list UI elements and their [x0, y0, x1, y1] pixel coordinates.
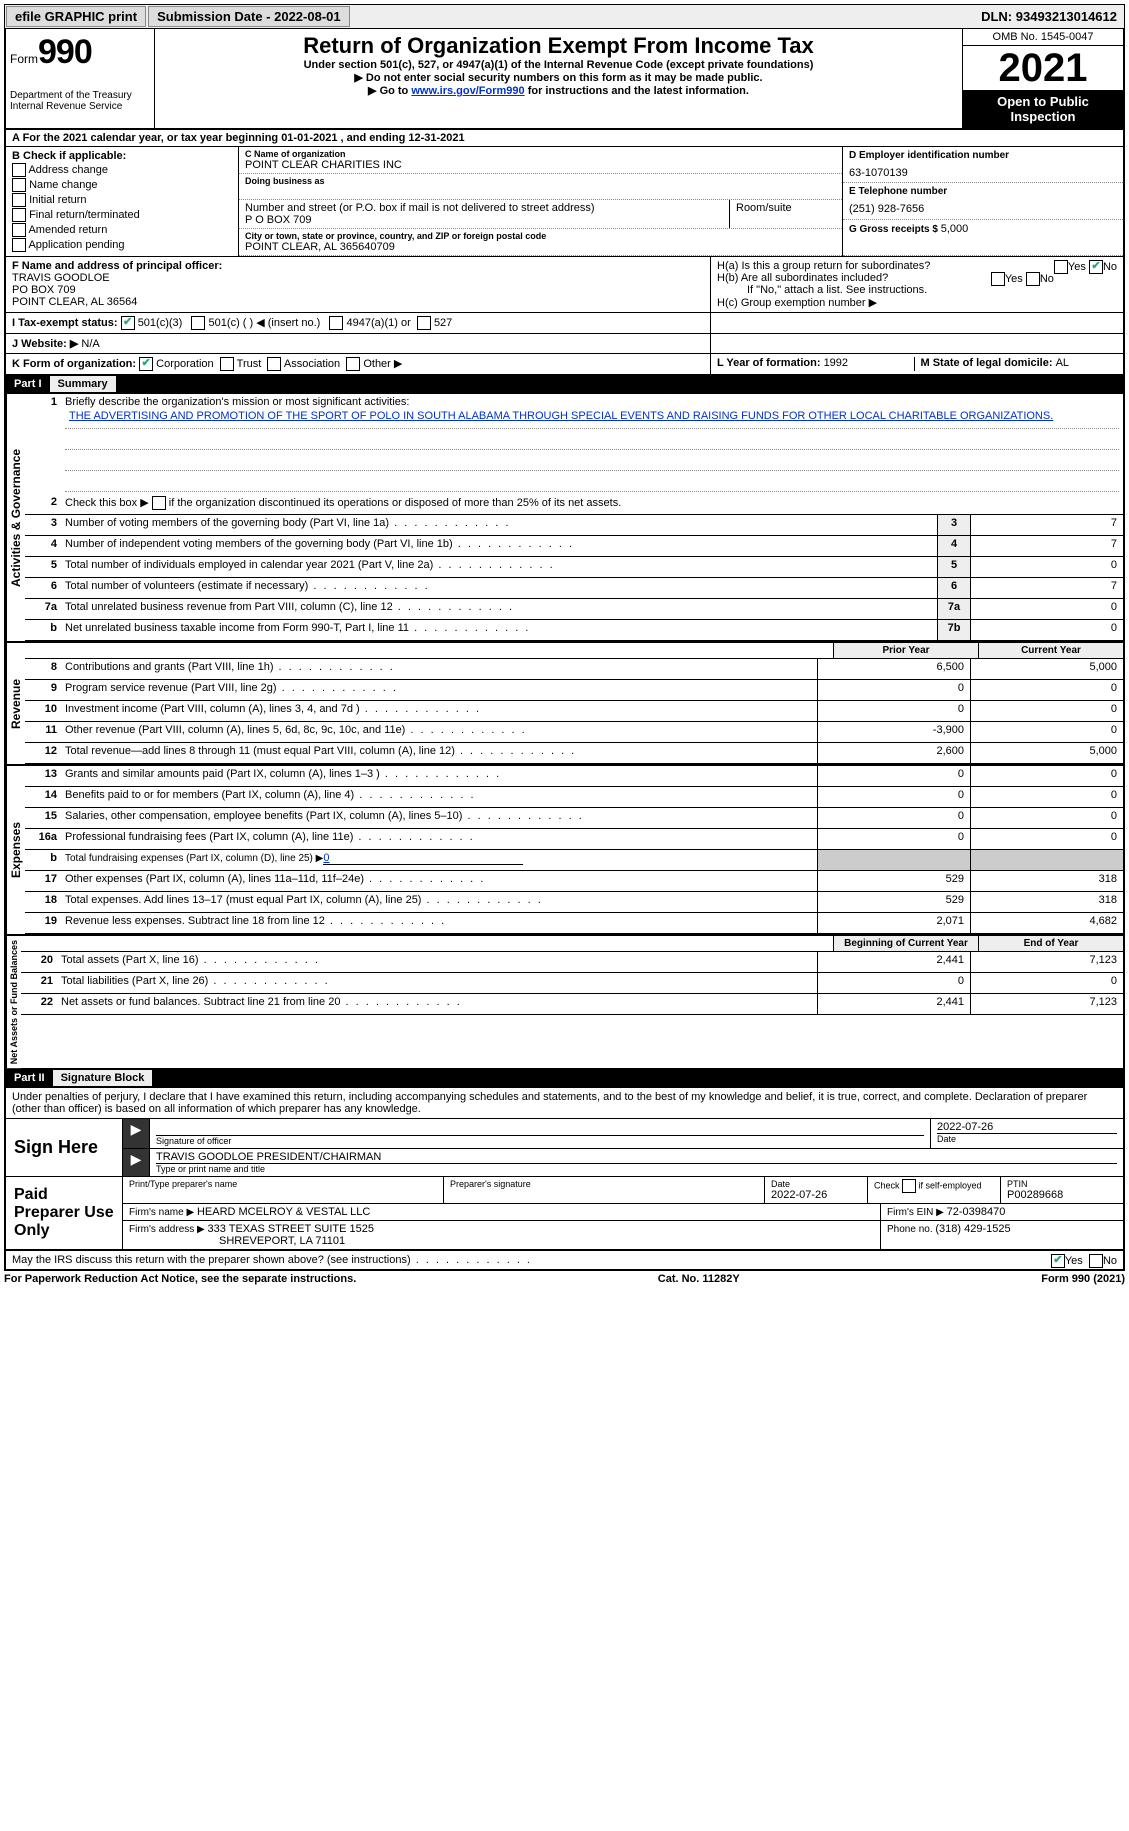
col-c: C Name of organization POINT CLEAR CHARI…	[239, 147, 842, 256]
firm-city: SHREVEPORT, LA 71101	[129, 1235, 345, 1247]
subtitle-1: Under section 501(c), 527, or 4947(a)(1)…	[159, 59, 958, 71]
ein: 63-1070139	[849, 161, 1117, 179]
line-21: 21Total liabilities (Part X, line 26)00	[21, 973, 1123, 994]
chk-final-return[interactable]: Final return/terminated	[12, 208, 232, 222]
tab-expenses: Expenses	[6, 766, 25, 934]
officer-name: TRAVIS GOODLOE	[12, 272, 704, 284]
page-footer: For Paperwork Reduction Act Notice, see …	[4, 1271, 1125, 1287]
signature-block: Under penalties of perjury, I declare th…	[4, 1088, 1125, 1271]
submission-date: Submission Date - 2022-08-01	[148, 6, 350, 27]
line-16a: 16aProfessional fundraising fees (Part I…	[25, 829, 1123, 850]
self-employed-check: Check if self-employed	[868, 1177, 1001, 1203]
line-9: 9Program service revenue (Part VIII, lin…	[25, 680, 1123, 701]
may-irs-discuss: May the IRS discuss this return with the…	[6, 1250, 1123, 1269]
line-15: 15Salaries, other compensation, employee…	[25, 808, 1123, 829]
org-name: POINT CLEAR CHARITIES INC	[245, 159, 836, 171]
firm-address: 333 TEXAS STREET SUITE 1525	[208, 1223, 375, 1235]
form-header: Form990 Department of the Treasury Inter…	[4, 29, 1125, 130]
topbar: efile GRAPHIC print Submission Date - 20…	[4, 4, 1125, 29]
tab-netassets: Net Assets or Fund Balances	[6, 936, 21, 1068]
sign-here-label: Sign Here	[6, 1119, 123, 1176]
tax-year: 2021	[963, 46, 1123, 90]
may-irs-yes	[1051, 1254, 1065, 1268]
section-k: K Form of organization: Corporation Trus…	[6, 354, 711, 374]
gross-receipts: 5,000	[941, 223, 969, 235]
efile-print-button[interactable]: efile GRAPHIC print	[6, 6, 146, 27]
firm-ein: 72-0398470	[947, 1206, 1006, 1218]
part2-header: Part IISignature Block	[4, 1070, 1125, 1088]
omb-number: OMB No. 1545-0047	[963, 29, 1123, 46]
firm-phone: (318) 429-1525	[935, 1223, 1010, 1235]
officer-addr1: PO BOX 709	[12, 284, 704, 296]
dept-treasury: Department of the Treasury Internal Reve…	[10, 90, 150, 112]
h-c: H(c) Group exemption number ▶	[717, 296, 1117, 309]
line-20: 20Total assets (Part X, line 16)2,4417,1…	[21, 952, 1123, 973]
col-d: D Employer identification number 63-1070…	[842, 147, 1123, 256]
form-label: Form	[10, 52, 38, 66]
street-address: P O BOX 709	[245, 214, 723, 226]
perjury-declaration: Under penalties of perjury, I declare th…	[6, 1088, 1123, 1119]
line-b: bTotal fundraising expenses (Part IX, co…	[25, 850, 1123, 871]
paid-preparer-label: Paid Preparer Use Only	[6, 1177, 123, 1249]
summary-line-3: 3Number of voting members of the governi…	[25, 515, 1123, 536]
section-m: M State of legal domicile: AL	[914, 357, 1118, 371]
h-b2: If "No," attach a list. See instructions…	[717, 284, 1117, 296]
chk-name-change[interactable]: Name change	[12, 178, 232, 192]
line-8: 8Contributions and grants (Part VIII, li…	[25, 659, 1123, 680]
line-18: 18Total expenses. Add lines 13–17 (must …	[25, 892, 1123, 913]
summary-line-4: 4Number of independent voting members of…	[25, 536, 1123, 557]
subtitle-3: Go to www.irs.gov/Form990 for instructio…	[159, 84, 958, 97]
ha-no-checked	[1089, 260, 1103, 274]
summary-line-7a: 7aTotal unrelated business revenue from …	[25, 599, 1123, 620]
summary-line-5: 5Total number of individuals employed in…	[25, 557, 1123, 578]
form-number: 990	[38, 33, 92, 71]
section-bcd: B Check if applicable: Address change Na…	[4, 147, 1125, 257]
firm-name: HEARD MCELROY & VESTAL LLC	[197, 1206, 370, 1218]
line-19: 19Revenue less expenses. Subtract line 1…	[25, 913, 1123, 934]
chk-corporation	[139, 357, 153, 371]
telephone: (251) 928-7656	[849, 197, 1117, 215]
line-11: 11Other revenue (Part VIII, column (A), …	[25, 722, 1123, 743]
irs-link[interactable]: www.irs.gov/Form990	[411, 85, 524, 97]
col-b: B Check if applicable: Address change Na…	[6, 147, 239, 256]
dln: DLN: 93493213014612	[981, 9, 1123, 24]
subtitle-2: Do not enter social security numbers on …	[159, 71, 958, 84]
summary-line-b: bNet unrelated business taxable income f…	[25, 620, 1123, 641]
line-17: 17Other expenses (Part IX, column (A), l…	[25, 871, 1123, 892]
line-12: 12Total revenue—add lines 8 through 11 (…	[25, 743, 1123, 764]
tab-activities: Activities & Governance	[6, 394, 25, 641]
chk-amended[interactable]: Amended return	[12, 223, 232, 237]
arrow-icon: ▶	[123, 1119, 150, 1148]
sig-date: 2022-07-26	[937, 1121, 1117, 1133]
section-j: J Website: ▶ N/A	[6, 334, 711, 353]
open-to-public: Open to Public Inspection	[963, 90, 1123, 128]
officer-addr2: POINT CLEAR, AL 36564	[12, 296, 704, 308]
part1-header: Part ISummary	[4, 376, 1125, 394]
line-10: 10Investment income (Part VIII, column (…	[25, 701, 1123, 722]
line-13: 13Grants and similar amounts paid (Part …	[25, 766, 1123, 787]
chk-address-change[interactable]: Address change	[12, 163, 232, 177]
arrow-icon: ▶	[123, 1149, 150, 1176]
chk-501c3	[121, 316, 135, 330]
ptin: P00289668	[1007, 1189, 1117, 1201]
officer-printed-name: TRAVIS GOODLOE PRESIDENT/CHAIRMAN	[156, 1151, 1117, 1163]
tab-revenue: Revenue	[6, 643, 25, 764]
section-l: L Year of formation: 1992	[717, 357, 914, 371]
section-i: I Tax-exempt status: 501(c)(3) 501(c) ( …	[6, 313, 711, 333]
prep-date: 2022-07-26	[771, 1189, 861, 1201]
chk-initial-return[interactable]: Initial return	[12, 193, 232, 207]
summary-line-6: 6Total number of volunteers (estimate if…	[25, 578, 1123, 599]
mission-text: THE ADVERTISING AND PROMOTION OF THE SPO…	[65, 408, 1119, 429]
form-title: Return of Organization Exempt From Incom…	[159, 33, 958, 59]
city-state-zip: POINT CLEAR, AL 365640709	[245, 241, 836, 253]
section-fh: F Name and address of principal officer:…	[4, 257, 1125, 313]
section-a: A For the 2021 calendar year, or tax yea…	[6, 130, 1123, 146]
h-a: H(a) Is this a group return for subordin…	[717, 260, 1117, 272]
line-14: 14Benefits paid to or for members (Part …	[25, 787, 1123, 808]
website: N/A	[81, 338, 99, 350]
line-22: 22Net assets or fund balances. Subtract …	[21, 994, 1123, 1015]
chk-app-pending[interactable]: Application pending	[12, 238, 232, 252]
